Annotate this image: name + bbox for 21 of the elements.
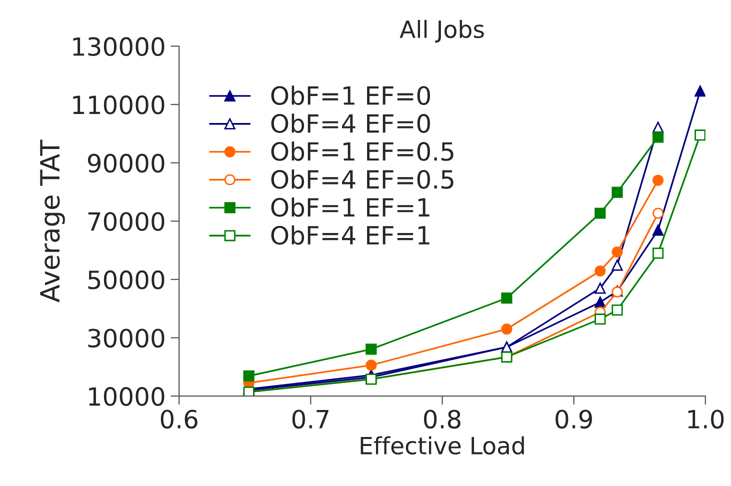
legend-label: ObF=4 EF=0: [271, 114, 430, 133]
legend-label: ObF=1 EF=0.5: [271, 142, 454, 161]
y-tick-label: 10000: [89, 387, 164, 406]
x-tick-label: 0.7: [292, 410, 328, 429]
x-tick-label: 1.0: [688, 410, 724, 429]
y-tick-label: 70000: [88, 212, 164, 231]
legend-label: ObF=4 EF=0.5: [271, 170, 454, 189]
x-tick-label: 0.8: [424, 410, 460, 429]
legend-label: ObF=4 EF=1: [271, 225, 430, 245]
legend-label: ObF=1 EF=0: [271, 86, 430, 106]
x-tick-label: 0.6: [160, 410, 198, 429]
x-axis-title: Effective Load: [360, 436, 524, 455]
y-axis-title: Average TAT: [40, 140, 65, 302]
chart-title: All Jobs: [400, 20, 484, 43]
x-tick-label: 0.9: [556, 410, 592, 429]
legend-label: ObF=1 EF=1: [271, 197, 430, 217]
y-tick-label: 110000: [73, 95, 164, 114]
y-tick-label: 90000: [88, 154, 164, 173]
y-tick-label: 130000: [73, 37, 164, 56]
y-tick-label: 30000: [88, 328, 164, 348]
y-tick-label: 50000: [88, 270, 164, 290]
